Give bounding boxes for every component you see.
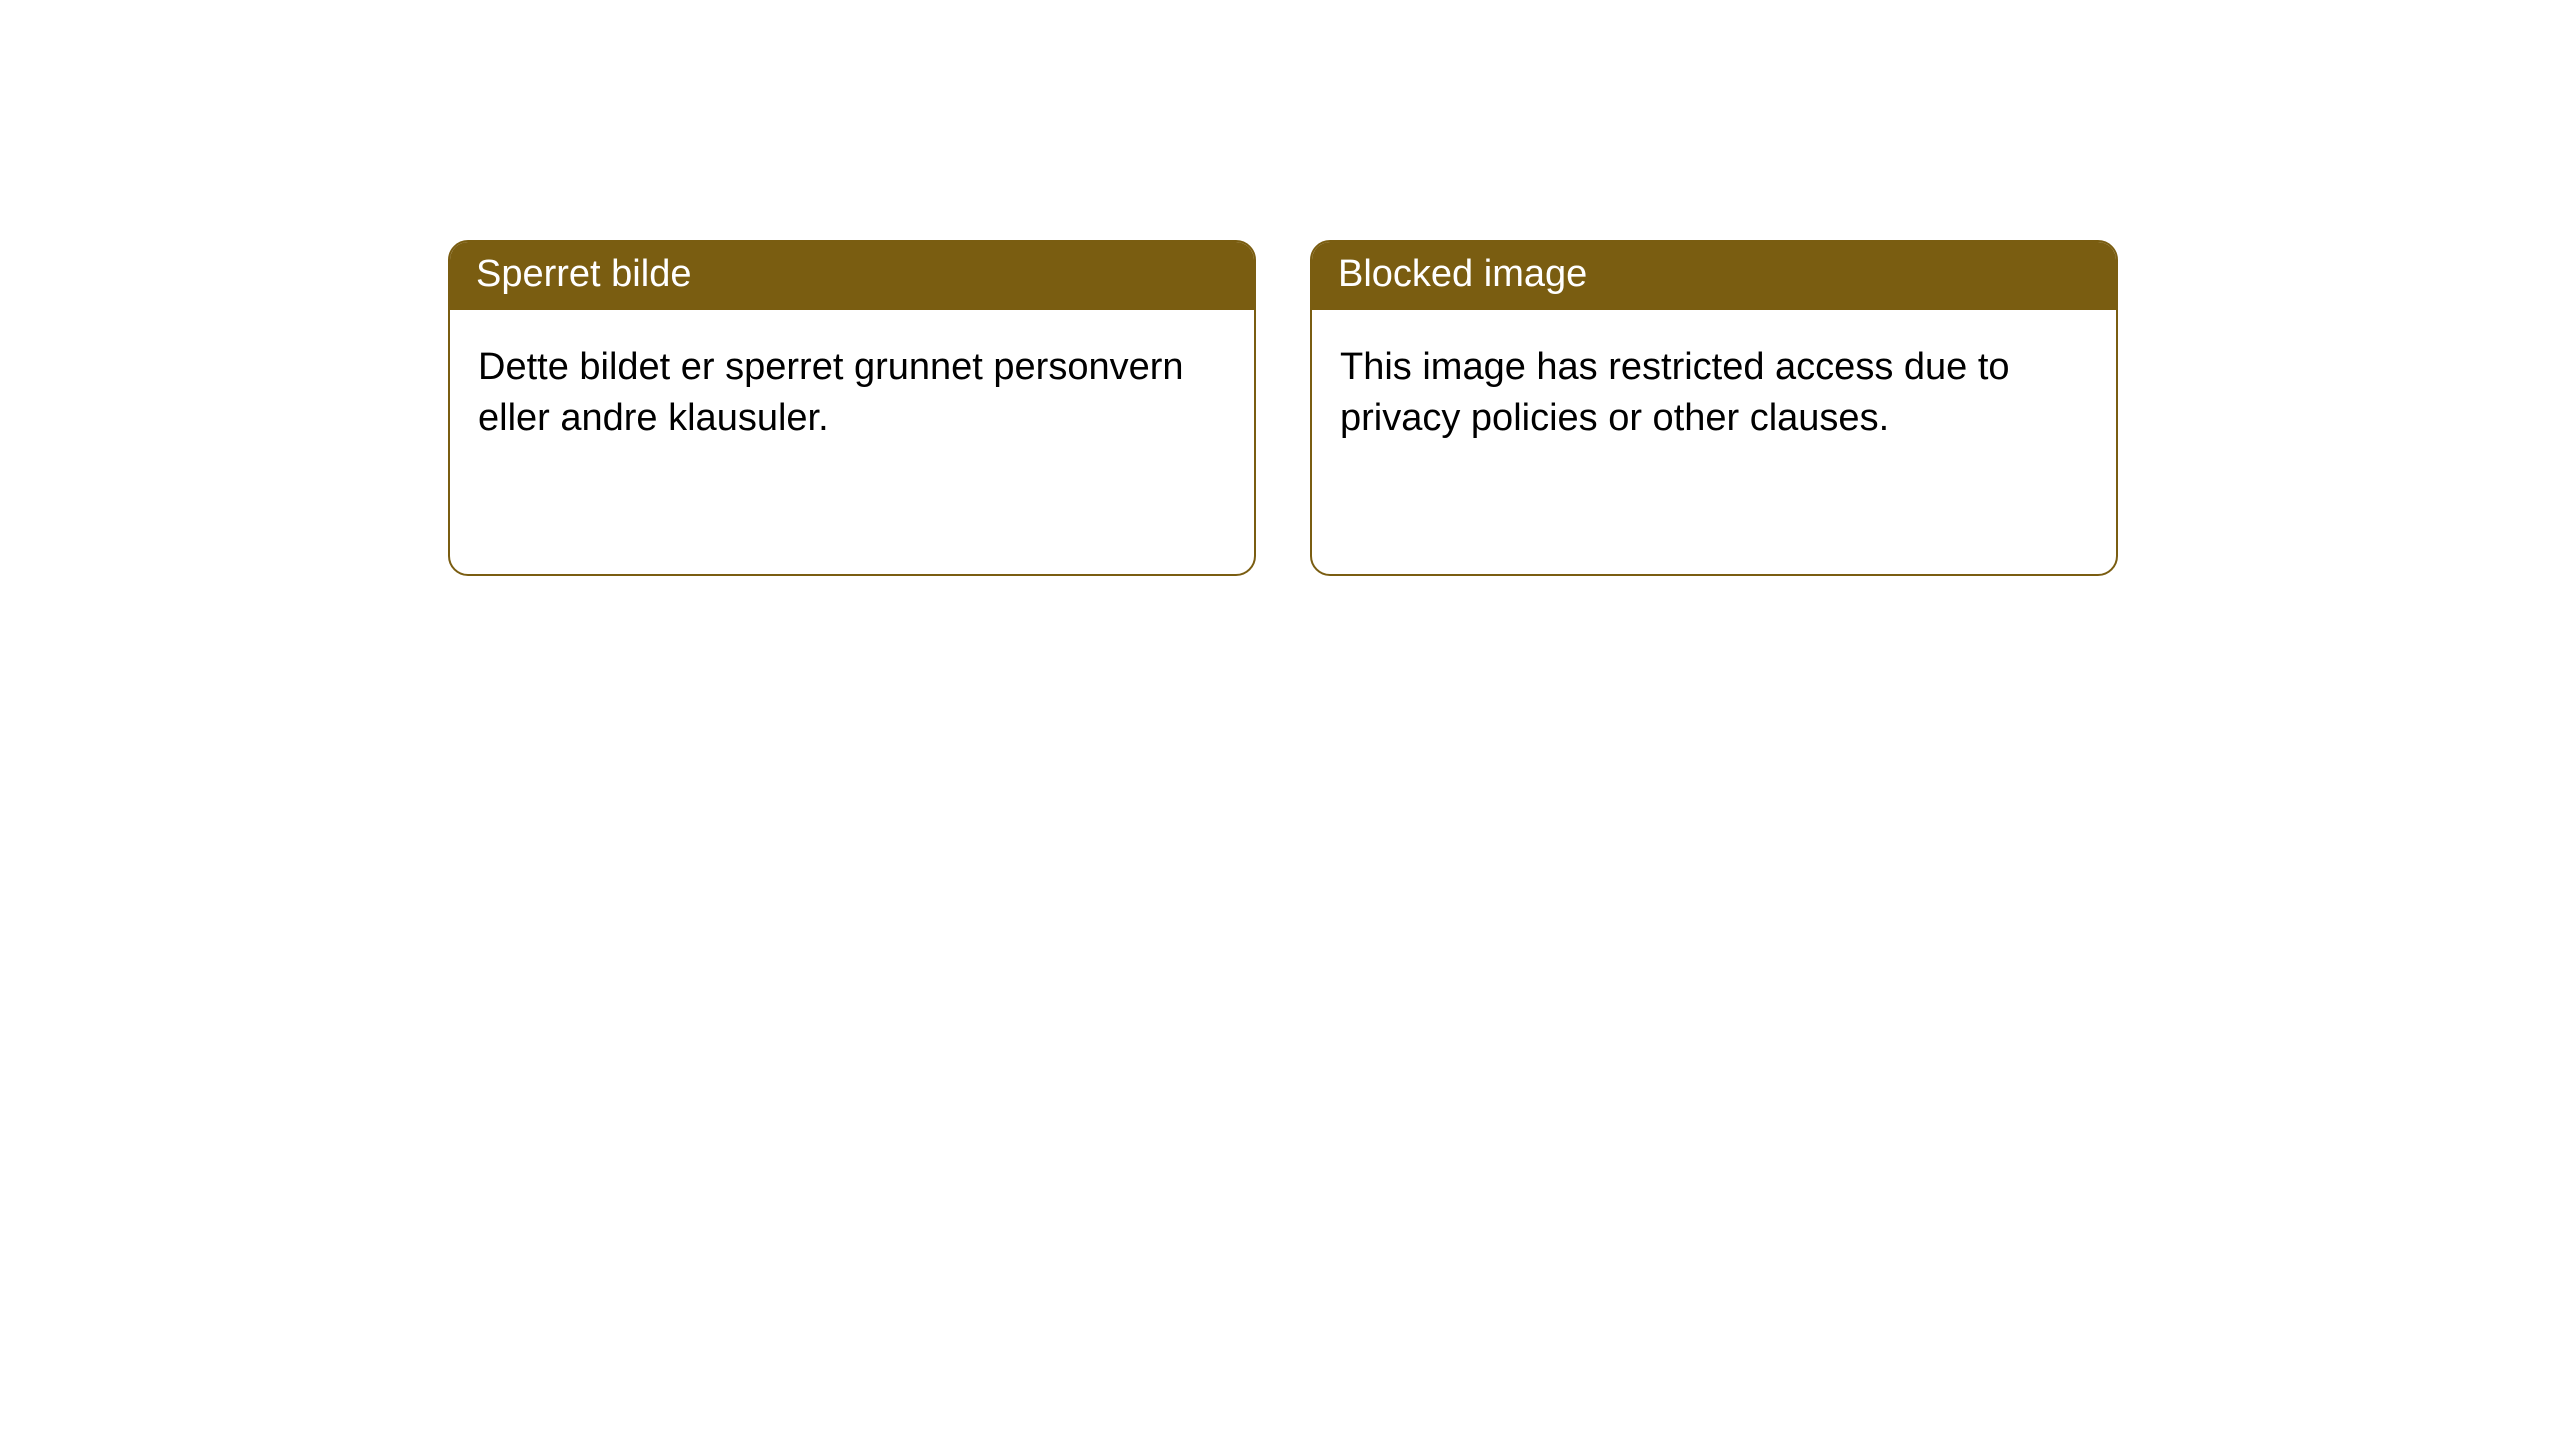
card-title: Blocked image: [1338, 253, 1587, 295]
card-body-text: This image has restricted access due to …: [1340, 346, 2010, 439]
card-body: Dette bildet er sperret grunnet personve…: [450, 310, 1254, 477]
card-header: Blocked image: [1312, 242, 2116, 310]
card-title: Sperret bilde: [476, 253, 691, 295]
card-body: This image has restricted access due to …: [1312, 310, 2116, 477]
card-container: Sperret bilde Dette bildet er sperret gr…: [0, 0, 2560, 576]
blocked-image-card-no: Sperret bilde Dette bildet er sperret gr…: [448, 240, 1256, 576]
blocked-image-card-en: Blocked image This image has restricted …: [1310, 240, 2118, 576]
card-body-text: Dette bildet er sperret grunnet personve…: [478, 346, 1184, 439]
card-header: Sperret bilde: [450, 242, 1254, 310]
